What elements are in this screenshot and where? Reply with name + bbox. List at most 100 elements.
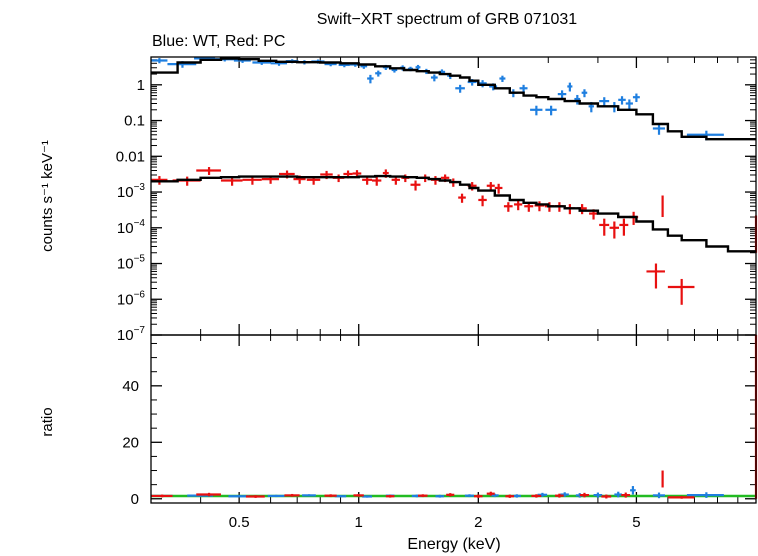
spectrum-data-point [581,89,588,98]
ratio-data-point [661,470,664,488]
ratio-data-point [284,493,300,497]
ratio-data-point [652,492,665,499]
ratio-y-ticks: 0 20 40 [122,342,756,508]
spectrum-data-point [599,218,610,236]
ratio-data-point [196,492,221,497]
ratio-data-point [621,492,631,498]
ratio-data-point [560,492,569,497]
chart-subtitle: Blue: WT, Red: PC [152,33,285,50]
spectrum-data-point [652,124,665,135]
spectrum-data-point [372,176,382,186]
ratio-data-point [446,493,455,497]
ratio-x-ticks [200,335,739,503]
y-tick-label: 10−7 [117,325,146,344]
spectrum-frame [150,56,757,336]
spectrum-data-point [196,167,221,175]
ratio-data-point [418,494,428,498]
ratio-frame [150,334,757,504]
ratio-series [151,333,758,499]
ratio-data-point [630,486,636,495]
spectrum-data-point [667,278,695,305]
ratio-data-point [531,494,542,498]
spectrum-data-point [458,193,466,203]
ratio-tick-label: 20 [122,434,139,451]
ratio-panel: 0 20 40 [122,333,758,508]
spectrum-data-point [618,96,626,105]
spectrum-data-point [430,176,440,185]
spectrum-data-point [503,202,513,212]
spectrum-data-point [415,64,421,70]
ratio-data-point [537,492,548,497]
y-tick-label: 1 [137,77,145,94]
ratio-data-point [614,491,623,498]
ratio-series-1 [151,333,758,499]
spectrum-data-point [599,97,610,107]
spectrum-series-0 [151,57,724,141]
ratio-data-point [505,494,515,498]
ratio-data-point [385,494,395,498]
y-tick-label: 10−5 [117,254,146,273]
x-axis-label: Energy (keV) [407,536,500,553]
spectrum-data-point [367,74,374,84]
ratio-data-point [228,495,250,498]
spectrum-data-point [557,90,567,100]
ratio-data-point [362,495,373,498]
ratio-data-point [473,494,483,498]
x-tick-labels: 0.5 1 2 5 [229,514,641,531]
spectrum-data-point [375,70,382,77]
spectrum-data-point [499,75,506,82]
spectrum-data-point [519,84,528,93]
spectrum-data-point [574,94,581,105]
spectrum-data-point [545,105,557,116]
spectrum-data-point [661,195,664,218]
y-tick-label: 10−3 [117,182,146,201]
ratio-tick-label: 0 [131,491,139,508]
y-tick-label: 10−4 [117,218,146,237]
ratio-data-point [245,495,265,498]
ratio-data-point [151,494,173,498]
y-tick-label: 0.01 [116,148,145,165]
spectrum-data-point [619,218,629,236]
ratio-data-point [686,492,724,498]
spectrum-data-point [478,195,487,207]
spectrum-data-point [567,82,573,92]
ratio-series-0 [151,486,724,499]
spectrum-data-point [609,221,619,239]
ratio-tick-label: 40 [122,378,139,395]
spectrum-y-axis-label: counts s⁻¹ keV⁻¹ [39,140,56,252]
spectrum-data-point [514,200,523,211]
spectrum-model-line [151,57,756,253]
spectrum-data-point [646,263,665,289]
ratio-data-point [579,492,590,498]
spectrum-data-point [410,180,421,191]
spectrum-series [151,57,758,305]
spectrum-data-point [632,93,640,103]
spectrum-data-point [494,183,503,194]
ratio-data-point [486,491,495,496]
spectrum-data-point [430,74,438,82]
spectrum-data-point [530,105,543,116]
spectrum-data-point [486,182,495,191]
spectrum-series-1 [151,167,758,305]
ratio-y-axis-label: ratio [39,407,56,436]
ratio-data-point [302,494,316,497]
ratio-data-point [593,492,603,498]
x-tick-label: 0.5 [229,514,250,531]
spectrum-data-point [625,99,633,110]
spectrum-x-ticks [200,57,739,335]
ratio-data-point [353,493,364,497]
spectrum-panel: 1 0.1 0.01 10−3 10−4 10−5 10−6 10−7 [116,56,758,344]
ratio-data-point [435,494,445,498]
chart-title: Swift−XRT spectrum of GRB 071031 [317,11,578,28]
spectrum-data-point [151,58,168,64]
y-tick-label: 10−6 [117,289,146,308]
x-tick-label: 5 [632,514,640,531]
ratio-data-point [267,494,285,498]
ratio-data-point [324,494,337,498]
ratio-data-point [464,494,474,498]
ratio-data-point [555,493,564,498]
ratio-data-point [601,494,612,499]
spectrum-y-ticks: 1 0.1 0.01 10−3 10−4 10−5 10−6 10−7 [116,56,756,344]
spectrum-data-point [455,84,465,93]
